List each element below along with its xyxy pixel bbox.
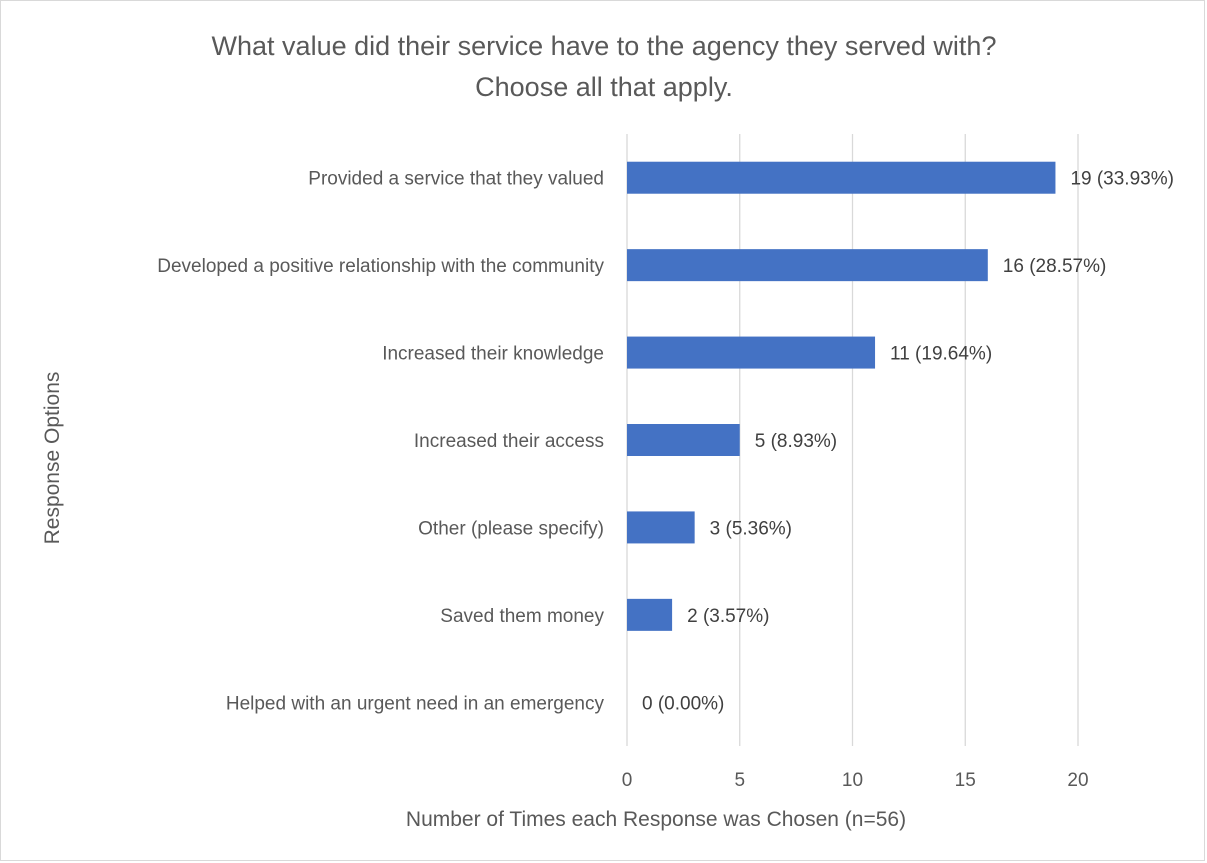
bar-4 [627,424,740,456]
bars [627,161,1056,631]
x-tick-label-0: 0 [622,770,633,791]
category-labels: Provided a service that they valued Devel… [157,169,604,715]
bar-1 [627,161,1056,194]
chart-title-line-2: Choose all that apply. [475,72,733,102]
data-label-7: 0 (0.00%) [642,693,724,714]
chart-title: What value did their service have to the… [212,31,997,102]
data-labels: 19 (33.93%) 16 (28.57%) 11 (19.64%) 5 (8.93… [642,169,1174,715]
x-tick-labels: 0 5 10 15 20 [622,770,1089,791]
category-label-2: Developed a positive relationship with t… [157,256,604,277]
bar-3 [627,336,876,369]
data-label-5: 3 (5.36%) [710,518,792,539]
bar-5 [627,511,695,544]
bar-6 [627,598,673,631]
bar-2 [627,249,988,282]
category-label-6: Saved them money [440,606,604,627]
x-tick-label-5: 5 [734,770,745,791]
data-label-2: 16 (28.57%) [1003,256,1107,277]
x-axis-title: Number of Times each Response was Chosen… [406,808,906,831]
data-label-4: 5 (8.93%) [755,431,837,452]
chart-title-line-1: What value did their service have to the… [212,31,997,61]
x-tick-label-15: 15 [955,770,976,791]
y-axis-title: Response Options [41,372,64,545]
category-label-1: Provided a service that they valued [308,169,604,190]
x-tick-label-10: 10 [842,770,863,791]
data-label-3: 11 (19.64%) [890,344,992,365]
data-label-1: 19 (33.93%) [1070,169,1174,190]
gridlines [626,134,1079,746]
category-label-4: Increased their access [414,431,604,452]
category-label-5: Other (please specify) [418,518,604,539]
category-label-7: Helped with an urgent need in an emergen… [226,693,605,714]
category-label-3: Increased their knowledge [382,344,604,365]
data-label-6: 2 (3.57%) [687,606,769,627]
x-tick-label-20: 20 [1067,770,1088,791]
